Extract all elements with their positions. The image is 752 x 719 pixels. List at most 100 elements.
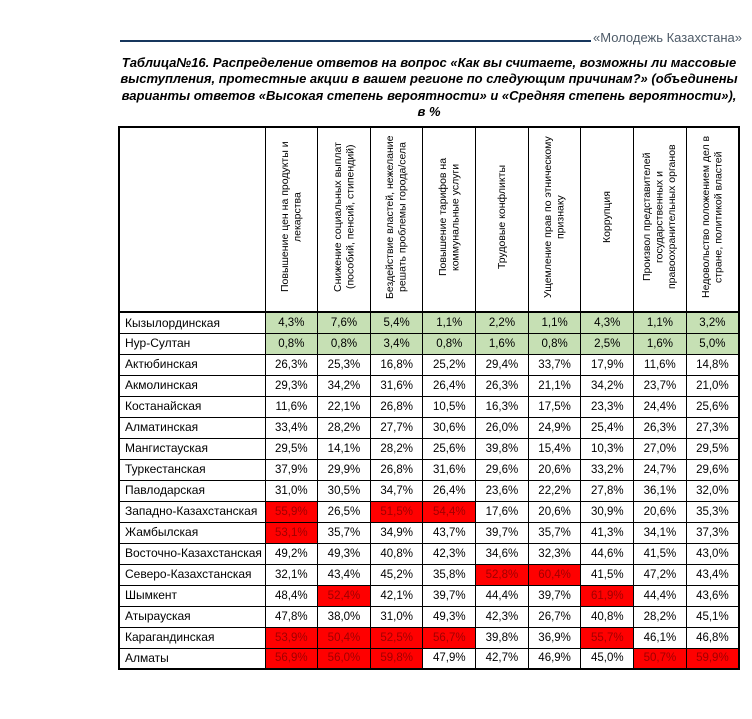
publication-title: «Молодежь Казахстана» bbox=[593, 30, 742, 45]
value-cell: 11,6% bbox=[264, 395, 319, 418]
value-cell: 42,7% bbox=[475, 647, 529, 670]
value-cell: 28,2% bbox=[369, 437, 424, 460]
value-cell: 49,3% bbox=[422, 605, 477, 628]
value-cell: 39,7% bbox=[475, 521, 529, 544]
value-cell: 25,4% bbox=[580, 416, 635, 439]
value-cell: 20,6% bbox=[527, 500, 582, 523]
value-cell: 38,0% bbox=[317, 605, 371, 628]
value-cell: 31,6% bbox=[422, 458, 477, 481]
column-header-label: Бездействие властей, нежелание решать пр… bbox=[384, 135, 409, 299]
value-cell: 43,4% bbox=[317, 563, 371, 586]
value-cell: 25,6% bbox=[422, 437, 477, 460]
value-cell: 23,7% bbox=[633, 374, 687, 397]
region-label: Мангистауская bbox=[118, 437, 266, 460]
column-header-label: Повышение цен на продукты и лекарства bbox=[278, 141, 304, 293]
value-cell: 40,8% bbox=[580, 605, 635, 628]
table-row: Западно-Казахстанская 55,9% 26,5% 51,5% 54,4… bbox=[118, 500, 740, 523]
value-cell: 29,6% bbox=[475, 458, 529, 481]
value-cell: 7,6% bbox=[317, 311, 371, 334]
table-row: Акмолинская 29,3% 34,2% 31,6% 26,4% 26,3% 21,1… bbox=[118, 374, 740, 397]
value-cell: 43,0% bbox=[685, 542, 740, 565]
value-cell: 22,1% bbox=[317, 395, 371, 418]
value-cell: 2,2% bbox=[475, 311, 529, 334]
value-cell: 26,4% bbox=[422, 479, 477, 502]
region-label: Нур-Султан bbox=[118, 332, 266, 355]
table-body: Кызылординская 4,3% 7,6% 5,4% 1,1% 2,2% 1,1% 4,… bbox=[118, 311, 740, 670]
value-cell: 45,0% bbox=[580, 647, 635, 670]
value-cell: 52,4% bbox=[317, 584, 371, 607]
value-cell: 10,3% bbox=[580, 437, 635, 460]
value-cell: 55,9% bbox=[264, 500, 319, 523]
value-cell: 32,3% bbox=[527, 542, 582, 565]
value-cell: 26,3% bbox=[633, 416, 687, 439]
value-cell: 30,9% bbox=[580, 500, 635, 523]
value-cell: 2,5% bbox=[580, 332, 635, 355]
value-cell: 1,6% bbox=[475, 332, 529, 355]
column-header-label: Коррупция bbox=[601, 190, 614, 244]
value-cell: 0,8% bbox=[527, 332, 582, 355]
value-cell: 31,0% bbox=[264, 479, 319, 502]
value-cell: 25,6% bbox=[685, 395, 740, 418]
region-label: Атырауская bbox=[118, 605, 266, 628]
region-label: Павлодарская bbox=[118, 479, 266, 502]
value-cell: 23,6% bbox=[475, 479, 529, 502]
value-cell: 29,5% bbox=[685, 437, 740, 460]
value-cell: 27,7% bbox=[369, 416, 424, 439]
corner-cell bbox=[118, 126, 266, 313]
table-header: Повышение цен на продукты и лекарства Сни… bbox=[118, 126, 740, 313]
value-cell: 37,3% bbox=[685, 521, 740, 544]
value-cell: 24,9% bbox=[527, 416, 582, 439]
page-header: «Молодежь Казахстана» bbox=[120, 30, 742, 45]
value-cell: 39,8% bbox=[475, 626, 529, 649]
value-cell: 29,3% bbox=[264, 374, 319, 397]
value-cell: 59,8% bbox=[369, 647, 424, 670]
column-header: Бездействие властей, нежелание решать пр… bbox=[369, 126, 424, 313]
value-cell: 29,6% bbox=[685, 458, 740, 481]
value-cell: 17,6% bbox=[475, 500, 529, 523]
value-cell: 0,8% bbox=[422, 332, 477, 355]
value-cell: 44,4% bbox=[633, 584, 687, 607]
value-cell: 43,6% bbox=[685, 584, 740, 607]
value-cell: 35,7% bbox=[317, 521, 371, 544]
value-cell: 5,4% bbox=[369, 311, 424, 334]
value-cell: 35,8% bbox=[422, 563, 477, 586]
region-label: Карагандинская bbox=[118, 626, 266, 649]
value-cell: 33,4% bbox=[264, 416, 319, 439]
value-cell: 50,4% bbox=[317, 626, 371, 649]
table-row: Карагандинская 53,9% 50,4% 52,5% 56,7% 39,8% 3… bbox=[118, 626, 740, 649]
column-header-label: Трудовые конфликты bbox=[495, 164, 508, 270]
value-cell: 44,4% bbox=[475, 584, 529, 607]
column-header-label: Недовольство положением дел в стране, по… bbox=[700, 135, 725, 299]
value-cell: 42,3% bbox=[422, 542, 477, 565]
value-cell: 17,9% bbox=[580, 353, 635, 376]
region-label: Западно-Казахстанская bbox=[118, 500, 266, 523]
table-row: Мангистауская 29,5% 14,1% 28,2% 25,6% 39,8% 15… bbox=[118, 437, 740, 460]
value-cell: 34,2% bbox=[580, 374, 635, 397]
value-cell: 53,1% bbox=[264, 521, 319, 544]
column-header: Снижение социальных выплат (пособий, пен… bbox=[317, 126, 371, 313]
value-cell: 3,4% bbox=[369, 332, 424, 355]
value-cell: 53,9% bbox=[264, 626, 319, 649]
value-cell: 27,0% bbox=[633, 437, 687, 460]
value-cell: 1,1% bbox=[633, 311, 687, 334]
value-cell: 3,2% bbox=[685, 311, 740, 334]
value-cell: 46,9% bbox=[527, 647, 582, 670]
value-cell: 0,8% bbox=[264, 332, 319, 355]
value-cell: 1,1% bbox=[422, 311, 477, 334]
value-cell: 39,8% bbox=[475, 437, 529, 460]
table-caption: Таблица№16. Распределение ответов на воп… bbox=[120, 55, 738, 119]
table-row: Жамбылская 53,1% 35,7% 34,9% 43,7% 39,7% 35,7%… bbox=[118, 521, 740, 544]
value-cell: 16,8% bbox=[369, 353, 424, 376]
value-cell: 14,1% bbox=[317, 437, 371, 460]
value-cell: 50,7% bbox=[633, 647, 687, 670]
value-cell: 14,8% bbox=[685, 353, 740, 376]
table-row: Кызылординская 4,3% 7,6% 5,4% 1,1% 2,2% 1,1% 4,… bbox=[118, 311, 740, 334]
table-row: Павлодарская 31,0% 30,5% 34,7% 26,4% 23,6% 22,… bbox=[118, 479, 740, 502]
value-cell: 55,7% bbox=[580, 626, 635, 649]
value-cell: 26,7% bbox=[527, 605, 582, 628]
table-row: Алматы 56,9% 56,0% 59,8% 47,9% 42,7% 46,9% 45,0… bbox=[118, 647, 740, 670]
value-cell: 40,8% bbox=[369, 542, 424, 565]
value-cell: 24,7% bbox=[633, 458, 687, 481]
value-cell: 60,4% bbox=[527, 563, 582, 586]
value-cell: 33,2% bbox=[580, 458, 635, 481]
